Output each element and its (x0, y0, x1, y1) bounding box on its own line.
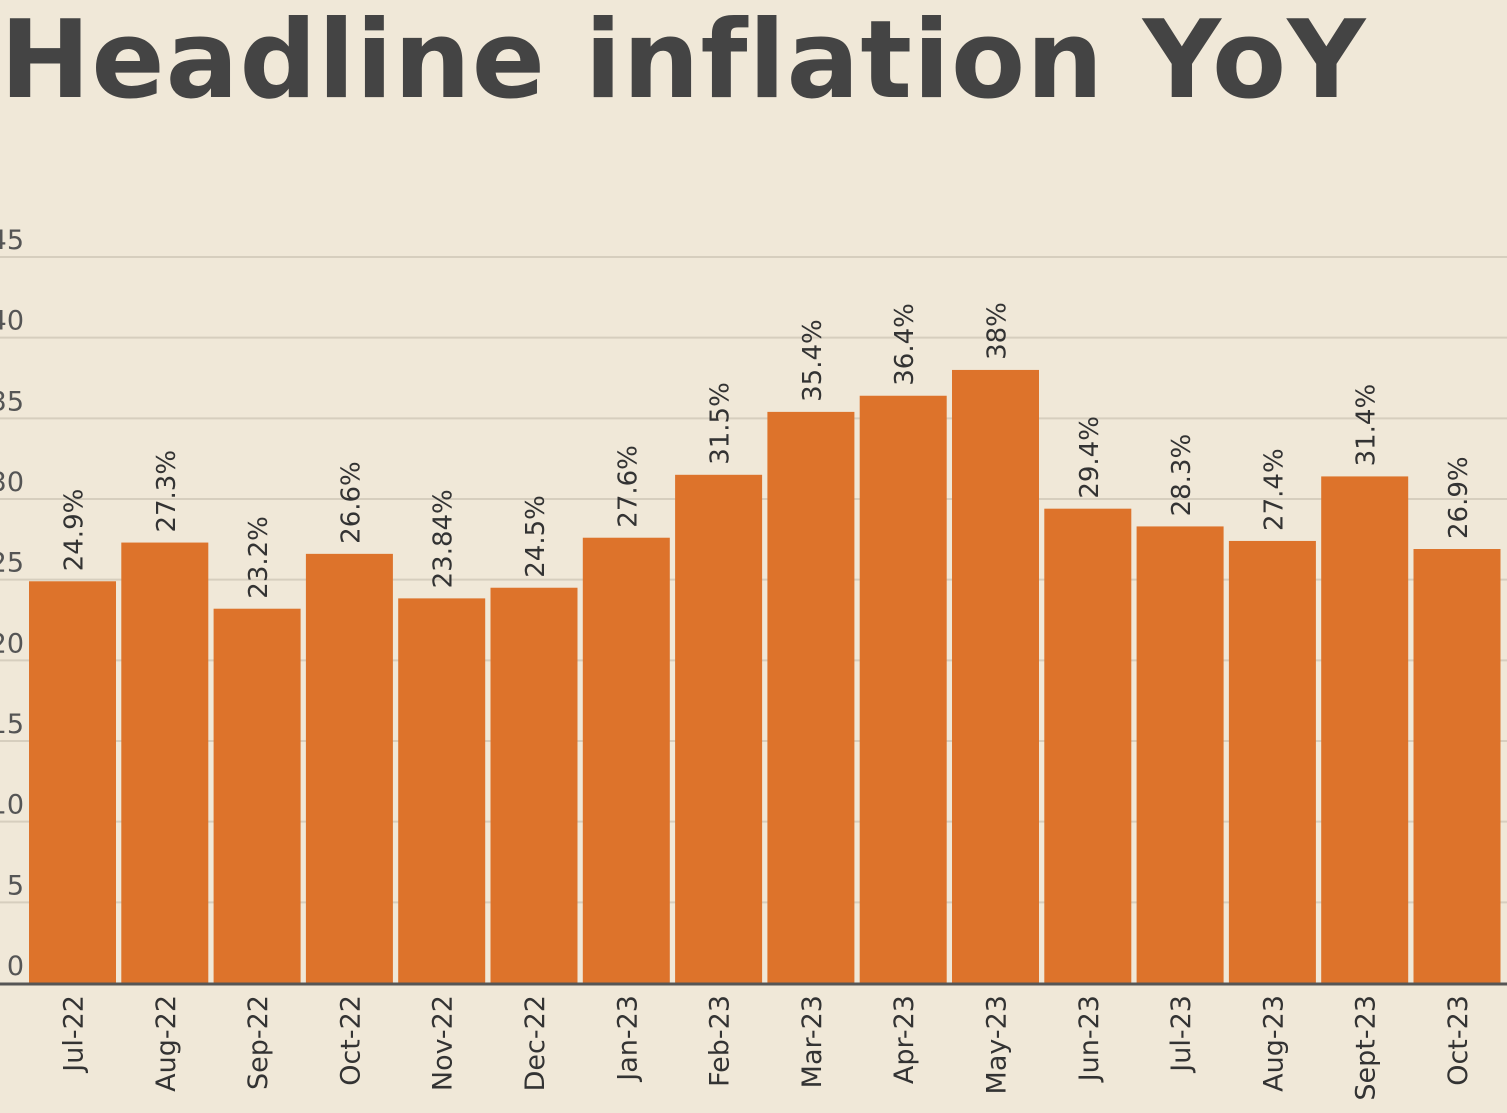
bar (398, 598, 486, 983)
data-label: 27.3% (152, 450, 182, 533)
y-tick-label: 5 (7, 870, 24, 901)
y-tick-label: 40 (0, 306, 24, 337)
x-tick-label: Aug-23 (1258, 995, 1289, 1092)
bar (859, 395, 947, 983)
data-label: 26.9% (1444, 456, 1474, 539)
bar (121, 542, 209, 983)
bar (490, 587, 578, 983)
data-label: 24.9% (60, 489, 90, 572)
y-tick-label: 30 (0, 467, 24, 498)
data-label: 23.84% (429, 489, 459, 588)
bar (1413, 549, 1501, 983)
x-tick-label: Jul-22 (59, 995, 90, 1074)
data-label: 27.6% (613, 445, 643, 528)
x-tick-label: Nov-22 (428, 995, 459, 1091)
x-tick-label: Oct-22 (335, 995, 366, 1086)
data-label: 29.4% (1075, 416, 1105, 499)
y-tick-label: 35 (0, 386, 24, 417)
data-label: 26.6% (336, 461, 366, 544)
bar (1228, 540, 1316, 983)
bar (29, 581, 116, 983)
y-tick-label: 10 (0, 790, 24, 821)
data-label: 27.4% (1259, 448, 1289, 531)
x-tick-label: Dec-22 (520, 995, 551, 1091)
data-label: 31.4% (1352, 384, 1382, 467)
x-tick-label: Mar-23 (797, 995, 828, 1088)
x-tick-label: Jul-23 (1166, 995, 1197, 1074)
bars (29, 369, 1501, 983)
x-tick-label: Apr-23 (889, 995, 920, 1084)
data-label: 36.4% (890, 303, 920, 386)
y-tick-label: 15 (0, 709, 24, 740)
x-tick-label: Sep-22 (243, 995, 274, 1090)
data-label: 24.5% (521, 495, 551, 578)
bar (213, 608, 301, 983)
x-tick-label: Jun-23 (1074, 995, 1105, 1083)
y-tick-label: 45 (0, 225, 24, 256)
y-tick-label: 20 (0, 628, 24, 659)
bar (675, 474, 763, 983)
bar (952, 369, 1039, 983)
bar (1136, 526, 1224, 983)
data-label: 28.3% (1167, 434, 1197, 517)
bar (767, 411, 855, 983)
y-tick-label: 0 (7, 951, 24, 982)
x-tick-label: Aug-22 (151, 995, 182, 1092)
bar (1044, 508, 1132, 983)
chart-title: Headline inflation YoY (0, 0, 1367, 123)
x-tick-label: Oct-23 (1443, 995, 1474, 1086)
bar (305, 553, 393, 983)
y-tick-label: 25 (0, 548, 24, 579)
data-label: 35.4% (798, 319, 828, 402)
y-axis-tick-labels: 0 5 10 15 20 25 30 35 40 45 (0, 225, 24, 982)
x-tick-label: Feb-23 (705, 995, 736, 1087)
x-axis-tick-labels: Jul-22 Aug-22 Sep-22 Oct-22 Nov-22 Dec-22 Jan-… (59, 995, 1475, 1101)
bar (582, 537, 670, 983)
x-tick-label: Jan-23 (612, 995, 643, 1083)
data-labels: 24.9% 27.3% 23.2% 26.6% 23.84% 24.5% 27.6% 31.5… (60, 302, 1475, 599)
x-tick-label: May-23 (982, 995, 1013, 1094)
x-tick-label: Sept-23 (1351, 995, 1382, 1101)
data-label: 23.2% (244, 516, 274, 599)
data-label: 31.5% (706, 382, 736, 465)
bar (1321, 476, 1409, 983)
data-label: 38% (983, 302, 1013, 360)
